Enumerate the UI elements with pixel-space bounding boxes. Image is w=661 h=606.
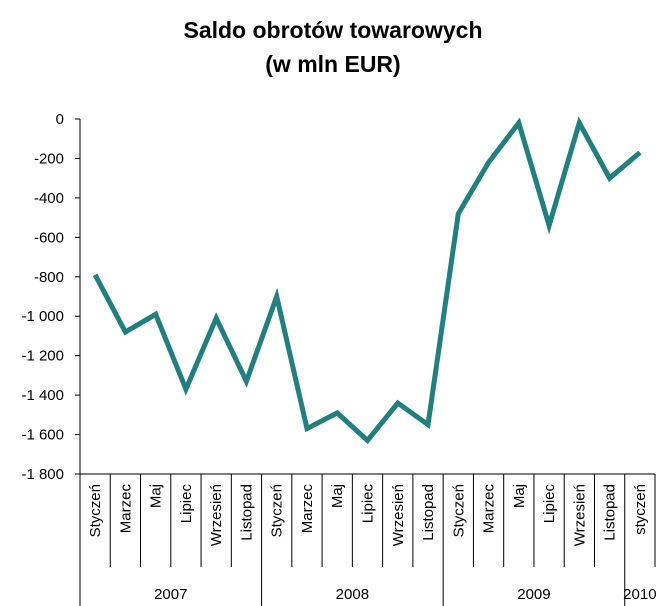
x-category-label: Wrzesień [208, 484, 225, 546]
chart-title: Saldo obrotów towarowych [183, 17, 482, 43]
y-axis-ticks: 0 -200 -400 -600 -800 -1 000 -1 200 -1 400 -1 60… [21, 111, 80, 483]
x-axis-groups: 2007 2008 2009 2010 [79, 567, 657, 606]
series-line [92, 116, 642, 445]
axes [79, 119, 655, 475]
x-category-label: Marzec [481, 484, 498, 534]
x-category-label: Styczeń [450, 484, 467, 537]
x-category-label: Lipiec [360, 484, 377, 524]
x-category-label: Styczeń [87, 484, 104, 537]
x-group-label: 2008 [336, 586, 369, 603]
x-category-label: Maj [148, 484, 165, 508]
x-axis-categories: Styczeń Marzec Maj Lipiec Wrzesień Listopad St… [79, 474, 656, 567]
y-tick-label: 0 [56, 111, 64, 128]
x-category-label: Listopad [238, 484, 255, 541]
x-category-label: styczeń [632, 484, 649, 535]
y-tick-label: -1 600 [21, 427, 64, 444]
x-group-label: 2009 [517, 586, 550, 603]
x-category-label: Wrzesień [390, 484, 407, 546]
y-tick-label: -400 [34, 190, 64, 207]
x-category-label: Listopad [420, 484, 437, 541]
y-tick-label: -600 [34, 229, 64, 246]
x-category-label: Maj [329, 484, 346, 508]
x-group-label: 2007 [154, 586, 187, 603]
y-tick-label: -1 800 [21, 466, 64, 483]
y-tick-label: -200 [34, 150, 64, 167]
x-category-label: Lipiec [178, 484, 195, 524]
x-category-label: Maj [511, 484, 528, 508]
x-group-label: 2010 [623, 586, 656, 603]
y-tick-label: -1 200 [21, 348, 64, 365]
x-category-label: Lipiec [541, 484, 558, 524]
series [92, 116, 642, 445]
x-category-label: Marzec [299, 484, 316, 534]
y-tick-label: -800 [34, 269, 64, 286]
x-category-label: Wrzesień [571, 484, 588, 546]
x-category-label: Styczeń [269, 484, 286, 537]
chart-subtitle: (w mln EUR) [265, 51, 400, 77]
x-category-label: Listopad [602, 484, 619, 541]
y-tick-label: -1 400 [21, 387, 64, 404]
y-tick-label: -1 000 [21, 308, 64, 325]
x-category-label: Marzec [117, 484, 134, 534]
